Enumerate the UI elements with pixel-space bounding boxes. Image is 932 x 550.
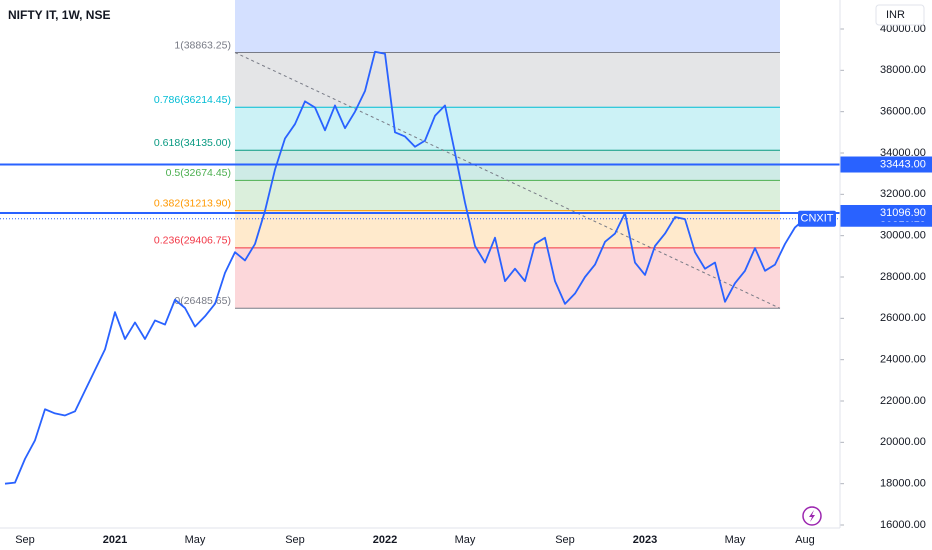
y-tick-label: 20000.00	[880, 436, 926, 448]
y-tick-label: 24000.00	[880, 354, 926, 366]
y-tick-label: 30000.00	[880, 230, 926, 242]
fib-level-label: 0.786(36214.45)	[154, 94, 231, 106]
plot: 16000.00 18000.00 20000.00 22000.00 24000.00…	[0, 23, 932, 546]
lightning-bolt[interactable]	[809, 510, 815, 522]
y-tick-label: 26000.00	[880, 312, 926, 324]
fib-level-label: 0.236(29406.75)	[154, 235, 231, 247]
x-tick-label: May	[455, 534, 476, 546]
x-tick-label: 2022	[373, 534, 397, 546]
currency-label[interactable]: INR	[886, 9, 905, 21]
y-tick-label: 22000.00	[880, 395, 926, 407]
fib-zone	[235, 210, 780, 248]
horizontal-line-label: 33443.00	[880, 158, 926, 170]
x-tick-label: Sep	[555, 534, 575, 546]
y-tick-label: 28000.00	[880, 271, 926, 283]
y-tick-label: 38000.00	[880, 64, 926, 76]
y-tick-label: 40000.00	[880, 23, 926, 35]
horizontal-line-tag	[840, 156, 932, 173]
horizontal-line-label: 31096.90	[880, 207, 926, 219]
fib-level-label: 0.618(34135.00)	[154, 137, 231, 149]
y-tick-label: 18000.00	[880, 478, 926, 490]
x-tick-label: 2021	[103, 534, 127, 546]
fib-trend-line	[234, 52, 781, 309]
x-tick-label: Sep	[15, 534, 35, 546]
x-tick-label: 2023	[633, 534, 657, 546]
fib-top-zone	[235, 0, 780, 53]
fib-level-label: 0.382(31213.90)	[154, 197, 231, 209]
y-tick-label: 16000.00	[880, 519, 926, 531]
y-tick-label: 34000.00	[880, 147, 926, 159]
fib-zone	[235, 180, 780, 211]
fib-zones	[235, 0, 780, 309]
price-line	[4, 50, 806, 485]
fib-level-label: 0.5(32674.45)	[166, 167, 231, 179]
y-tick-label: 36000.00	[880, 106, 926, 118]
x-tick-label: Aug	[795, 534, 815, 546]
x-tick-label: Sep	[285, 534, 305, 546]
series-name-tag	[798, 210, 836, 227]
y-tick-label: 32000.00	[880, 188, 926, 200]
fib-zone	[235, 52, 780, 108]
x-tick-label: May	[185, 534, 206, 546]
chart-title: NIFTY IT, 1W, NSE	[8, 8, 110, 22]
series-name: CNXIT	[801, 213, 834, 225]
currency-button[interactable]	[875, 4, 925, 26]
x-tick-label: May	[725, 534, 746, 546]
horizontal-line-tag	[840, 204, 932, 221]
fib-level-label: 1(38863.25)	[174, 39, 231, 51]
